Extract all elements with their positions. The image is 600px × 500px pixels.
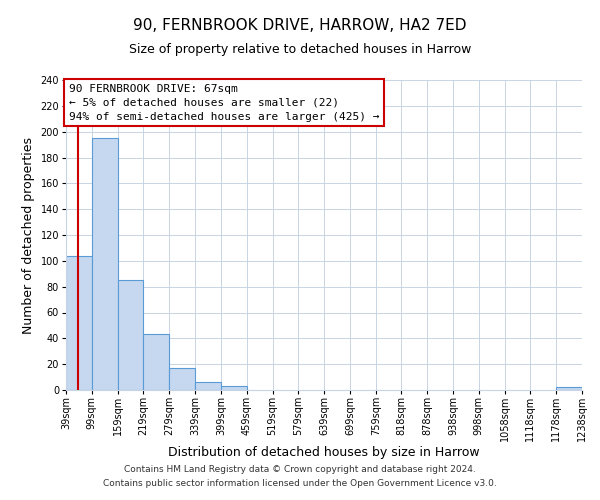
Text: Contains HM Land Registry data © Crown copyright and database right 2024.
Contai: Contains HM Land Registry data © Crown c…: [103, 466, 497, 487]
X-axis label: Distribution of detached houses by size in Harrow: Distribution of detached houses by size …: [168, 446, 480, 460]
Bar: [169, 368, 195, 390]
Bar: [556, 388, 582, 390]
Text: Size of property relative to detached houses in Harrow: Size of property relative to detached ho…: [129, 42, 471, 56]
Bar: [66, 256, 92, 390]
Bar: [221, 386, 247, 390]
Y-axis label: Number of detached properties: Number of detached properties: [22, 136, 35, 334]
Bar: [118, 280, 143, 390]
Bar: [92, 138, 118, 390]
Text: 90, FERNBROOK DRIVE, HARROW, HA2 7ED: 90, FERNBROOK DRIVE, HARROW, HA2 7ED: [133, 18, 467, 32]
Bar: [195, 382, 221, 390]
Bar: [143, 334, 169, 390]
Text: 90 FERNBROOK DRIVE: 67sqm
← 5% of detached houses are smaller (22)
94% of semi-d: 90 FERNBROOK DRIVE: 67sqm ← 5% of detach…: [68, 84, 379, 122]
